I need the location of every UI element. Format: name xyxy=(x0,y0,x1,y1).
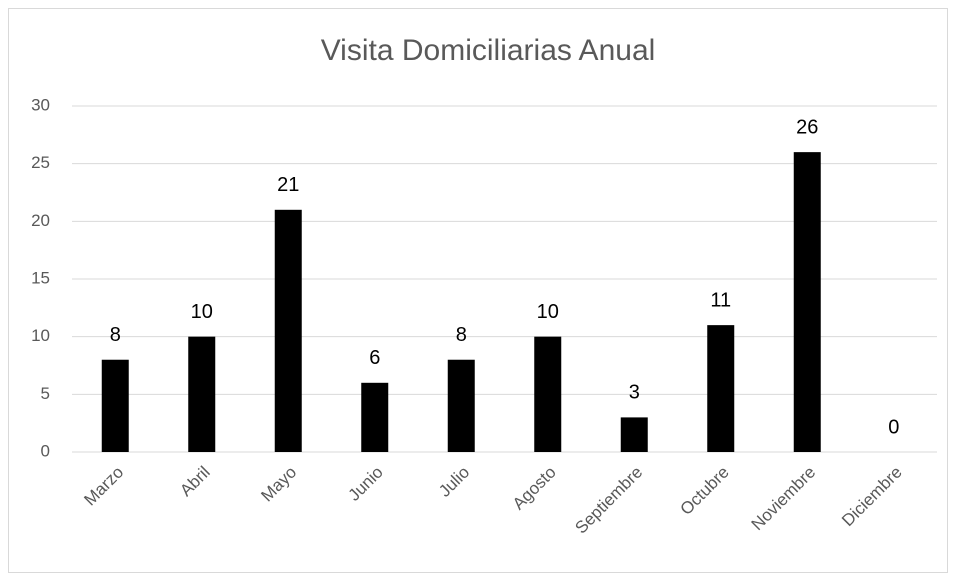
y-tick-label: 0 xyxy=(41,441,50,460)
data-label: 0 xyxy=(888,416,899,438)
bar xyxy=(361,382,389,452)
y-tick-label: 15 xyxy=(31,268,50,287)
data-label: 6 xyxy=(369,347,380,369)
y-tick-label: 30 xyxy=(31,95,50,114)
chart-border xyxy=(8,8,948,573)
data-label: 8 xyxy=(456,324,467,346)
data-label: 11 xyxy=(710,289,731,311)
y-tick-label: 10 xyxy=(31,326,50,345)
y-tick-label: 25 xyxy=(31,153,50,172)
bar xyxy=(793,152,821,452)
data-label: 10 xyxy=(191,301,213,323)
bar xyxy=(101,359,129,452)
data-label: 10 xyxy=(537,301,559,323)
bar xyxy=(188,336,216,452)
bar xyxy=(447,359,475,452)
data-label: 3 xyxy=(629,382,640,404)
bar xyxy=(620,417,648,452)
bar xyxy=(534,336,562,452)
y-tick-label: 20 xyxy=(31,211,50,230)
data-label: 21 xyxy=(277,174,299,196)
chart-title: Visita Domiciliarias Anual xyxy=(321,34,656,67)
y-tick-label: 5 xyxy=(41,384,50,403)
data-label: 26 xyxy=(796,116,818,138)
data-label: 8 xyxy=(110,324,121,346)
bar xyxy=(274,209,302,452)
bar xyxy=(707,325,735,452)
